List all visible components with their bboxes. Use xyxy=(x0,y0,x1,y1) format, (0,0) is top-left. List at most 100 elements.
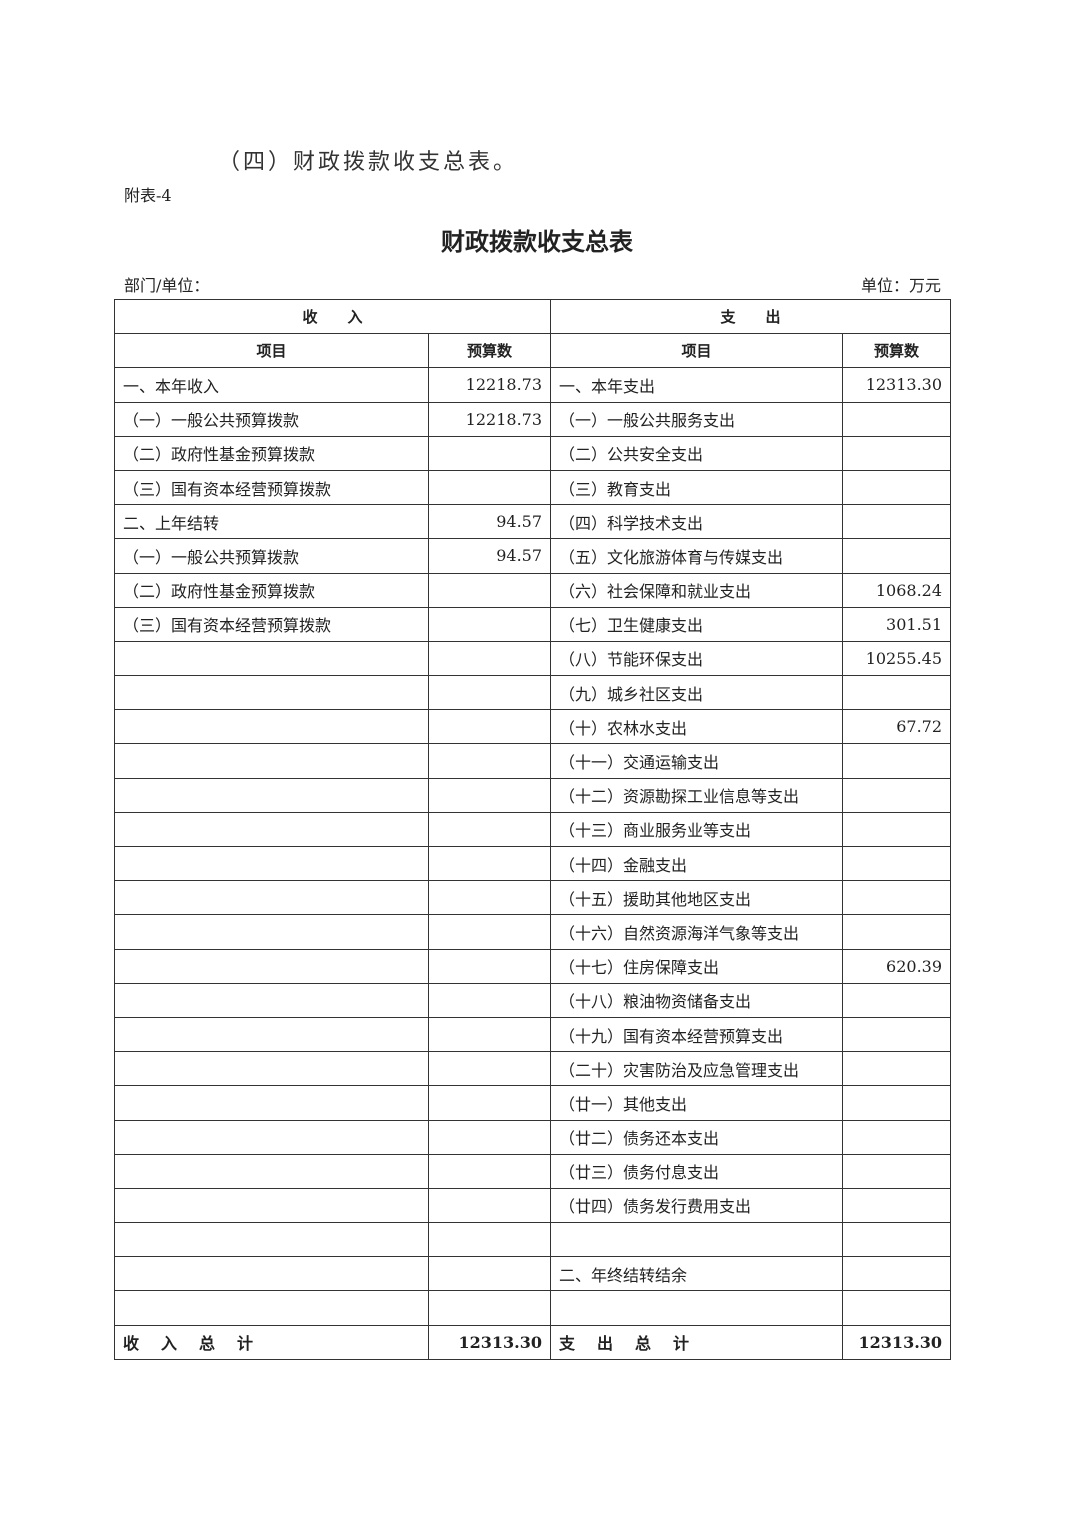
income-item-header: 项目 xyxy=(114,333,429,369)
totals-row: 收入总计 12313.30 支出总计 12313.30 xyxy=(114,1324,952,1360)
budget-summary-table: 收 入 支 出 项目 预算数 项目 预算数 一、本年收入 12218.73 一、本年… xyxy=(113,298,952,1360)
expense-value xyxy=(842,880,952,916)
income-item xyxy=(114,1187,429,1224)
expense-item xyxy=(550,1290,844,1326)
income-value xyxy=(427,1222,552,1258)
income-value xyxy=(427,1051,552,1087)
expense-item: （二）公共安全支出 xyxy=(550,435,844,471)
expense-item: （一）一般公共服务支出 xyxy=(550,401,844,437)
income-item xyxy=(114,914,429,950)
income-header: 收 入 xyxy=(113,298,552,335)
table-row: 二、上年结转 94.57 （四）科学技术支出 xyxy=(114,504,952,540)
table-row: （三）国有资本经营预算拨款 （七）卫生健康支出 301.51 xyxy=(114,606,952,642)
table-row: （二十）灾害防治及应急管理支出 xyxy=(114,1051,952,1087)
expense-value xyxy=(842,1153,952,1189)
income-item: 一、本年收入 xyxy=(114,367,429,403)
income-value xyxy=(427,606,552,642)
table-row: （一）一般公共预算拨款 94.57 （五）文化旅游体育与传媒支出 xyxy=(114,538,952,574)
table-row: （十八）粮油物资储备支出 xyxy=(114,982,952,1018)
expense-value xyxy=(842,435,952,471)
income-value xyxy=(427,880,552,916)
expense-value xyxy=(842,675,952,711)
income-item xyxy=(114,1119,429,1155)
expense-value xyxy=(842,777,952,813)
expense-value xyxy=(842,469,952,506)
expense-item: （九）城乡社区支出 xyxy=(550,675,844,711)
income-value xyxy=(427,743,552,779)
expense-item: （十七）住房保障支出 xyxy=(550,948,844,984)
income-item xyxy=(114,777,429,813)
expense-value xyxy=(842,401,952,437)
expense-value xyxy=(842,1051,952,1087)
income-value xyxy=(427,1187,552,1224)
table-row: （三）国有资本经营预算拨款 （三）教育支出 xyxy=(114,469,952,506)
income-item xyxy=(114,880,429,916)
expense-item: （廿三）债务付息支出 xyxy=(550,1153,844,1189)
expense-item: （五）文化旅游体育与传媒支出 xyxy=(550,538,844,574)
income-value xyxy=(427,948,552,984)
expense-item: 一、本年支出 xyxy=(550,367,844,403)
expense-item: （十五）援助其他地区支出 xyxy=(550,880,844,916)
income-item xyxy=(114,982,429,1018)
expense-item: （十）农林水支出 xyxy=(550,709,844,745)
income-item: 二、上年结转 xyxy=(114,504,429,540)
section-title: （四）财政拨款收支总表。 xyxy=(218,150,519,175)
column-header-row: 项目 预算数 项目 预算数 xyxy=(114,333,952,369)
income-value: 94.57 xyxy=(427,538,552,574)
expense-value xyxy=(842,1016,952,1053)
expense-value xyxy=(842,1187,952,1224)
income-value xyxy=(427,1290,552,1326)
table-row: （十一）交通运输支出 xyxy=(114,743,952,779)
table-row: （二）政府性基金预算拨款 （六）社会保障和就业支出 1068.24 xyxy=(114,572,952,608)
income-total-value: 12313.30 xyxy=(427,1324,552,1360)
income-item xyxy=(114,845,429,882)
income-item xyxy=(114,675,429,711)
table-row: （十）农林水支出 67.72 xyxy=(114,709,952,745)
expense-item: （廿四）债务发行费用支出 xyxy=(550,1187,844,1224)
income-item: （二）政府性基金预算拨款 xyxy=(114,572,429,608)
table-row: （十三）商业服务业等支出 xyxy=(114,811,952,848)
expense-value: 12313.30 xyxy=(842,367,952,403)
table-row xyxy=(114,1222,952,1258)
document-title: 财政拨款收支总表 xyxy=(441,228,633,256)
income-value xyxy=(427,1119,552,1155)
expense-item: （八）节能环保支出 xyxy=(550,640,844,677)
expense-value xyxy=(842,845,952,882)
table-row: （十九）国有资本经营预算支出 xyxy=(114,1016,952,1053)
income-value xyxy=(427,435,552,471)
expense-item: （十一）交通运输支出 xyxy=(550,743,844,779)
section-header-row: 收 入 支 出 xyxy=(113,298,952,335)
table-row: 一、本年收入 12218.73 一、本年支出 12313.30 xyxy=(114,367,952,403)
expense-item: （十三）商业服务业等支出 xyxy=(550,811,844,848)
income-value xyxy=(427,914,552,950)
expense-value xyxy=(842,1085,952,1121)
expense-value xyxy=(842,743,952,779)
table-row: （十七）住房保障支出 620.39 xyxy=(114,948,952,984)
unit-label: 单位：万元 xyxy=(860,276,941,295)
expense-total-label: 支出总计 xyxy=(550,1324,844,1360)
expense-value: 67.72 xyxy=(842,709,952,745)
expense-header: 支 出 xyxy=(550,298,952,335)
income-item: （三）国有资本经营预算拨款 xyxy=(114,469,429,506)
table-row: （廿四）债务发行费用支出 xyxy=(114,1187,952,1224)
expense-item: （十二）资源勘探工业信息等支出 xyxy=(550,777,844,813)
table-row: （二）政府性基金预算拨款 （二）公共安全支出 xyxy=(114,435,952,471)
expense-value: 620.39 xyxy=(842,948,952,984)
income-item xyxy=(114,743,429,779)
expense-value: 10255.45 xyxy=(842,640,952,677)
expense-value xyxy=(842,1290,952,1326)
income-value: 94.57 xyxy=(427,504,552,540)
expense-item: （十六）自然资源海洋气象等支出 xyxy=(550,914,844,950)
income-item: （一）一般公共预算拨款 xyxy=(114,401,429,437)
table-row: （十五）援助其他地区支出 xyxy=(114,880,952,916)
income-value xyxy=(427,1016,552,1053)
table-row: 二、年终结转结余 xyxy=(114,1256,952,1292)
income-item xyxy=(114,948,429,984)
expense-item: （二十）灾害防治及应急管理支出 xyxy=(550,1051,844,1087)
table-row: （八）节能环保支出 10255.45 xyxy=(114,640,952,677)
income-value xyxy=(427,469,552,506)
expense-value: 301.51 xyxy=(842,606,952,642)
income-item xyxy=(114,1290,429,1326)
income-value xyxy=(427,982,552,1018)
expense-total-value: 12313.30 xyxy=(842,1324,952,1360)
